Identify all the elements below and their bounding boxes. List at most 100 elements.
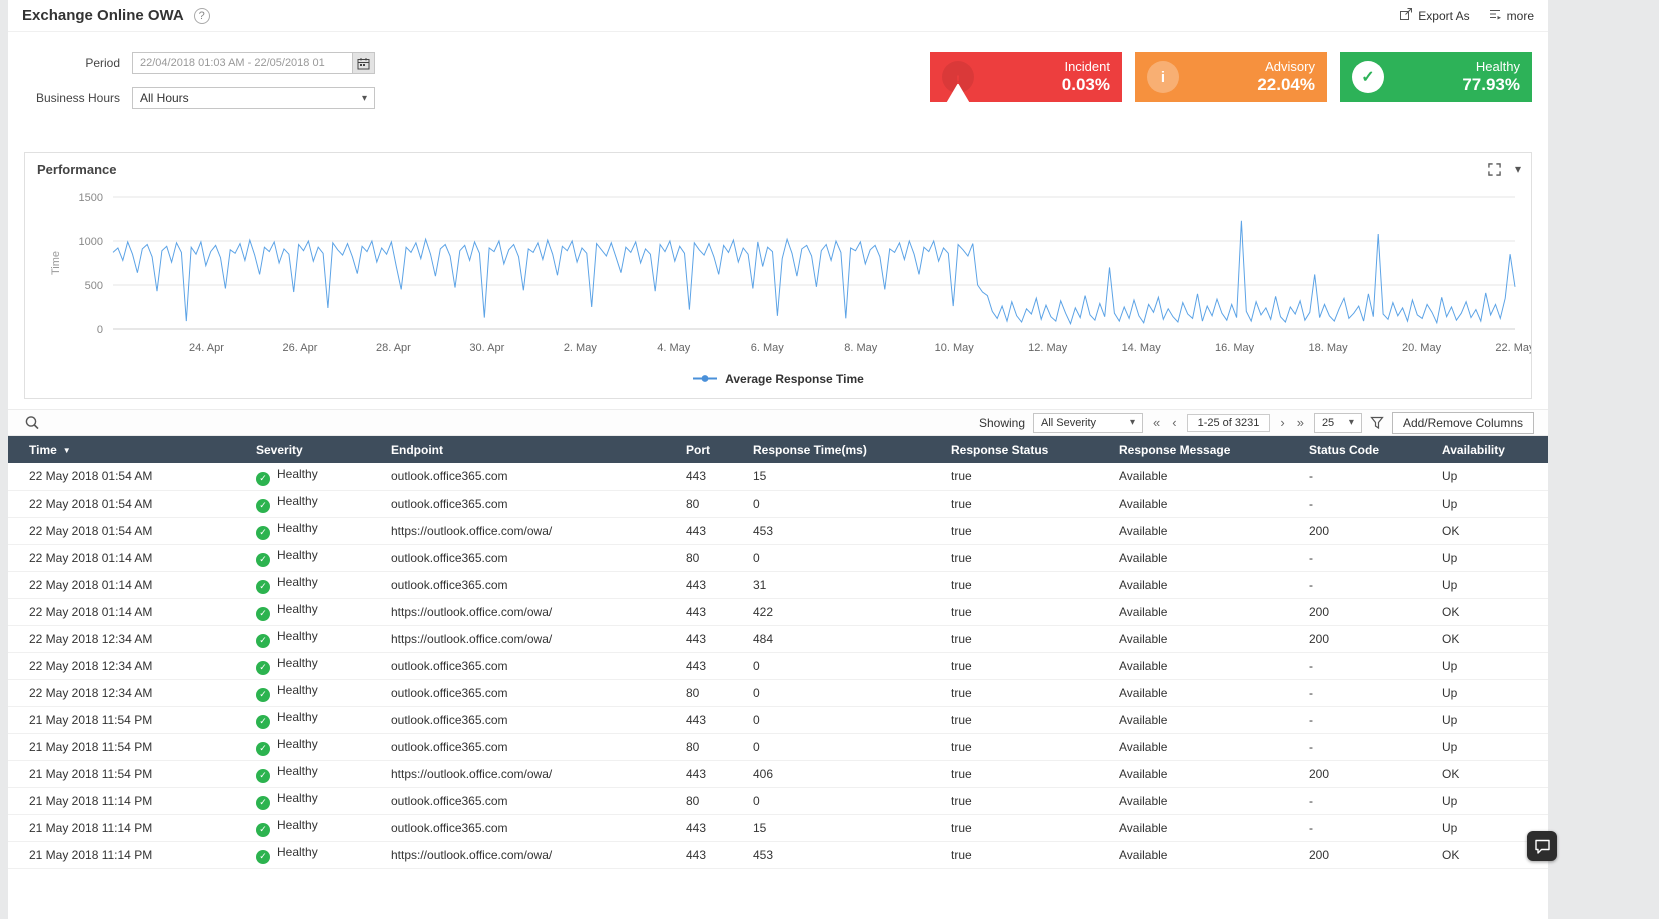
table-row: 21 May 2018 11:54 PM ✓ Healthy outlook.offi… bbox=[8, 706, 1548, 734]
endpoint-cell: https://outlook.office.com/owa/ bbox=[383, 517, 678, 545]
more-icon bbox=[1488, 7, 1502, 24]
response-message-cell: Available bbox=[1111, 760, 1301, 788]
column-header-availability[interactable]: Availability bbox=[1434, 436, 1548, 463]
response-time-cell: 0 bbox=[745, 490, 943, 518]
add-remove-columns-button[interactable]: Add/Remove Columns bbox=[1391, 411, 1534, 434]
svg-text:18. May: 18. May bbox=[1308, 342, 1348, 354]
port-cell: 80 bbox=[678, 490, 745, 518]
svg-text:8. May: 8. May bbox=[844, 342, 878, 354]
chat-widget-button[interactable] bbox=[1527, 831, 1557, 861]
status-code-cell: 200 bbox=[1301, 625, 1434, 653]
endpoint-cell: outlook.office365.com bbox=[383, 544, 678, 572]
incident-card[interactable]: ! Incident 0.03% bbox=[930, 52, 1122, 105]
healthy-check-icon: ✓ bbox=[256, 579, 270, 594]
more-button[interactable]: more bbox=[1488, 7, 1534, 24]
response-message-cell: Available bbox=[1111, 598, 1301, 626]
advisory-card[interactable]: i Advisory 22.04% bbox=[1135, 52, 1327, 102]
healthy-card[interactable]: ✓ Healthy 77.93% bbox=[1340, 52, 1532, 102]
availability-cell: Up bbox=[1434, 787, 1548, 815]
column-header-port[interactable]: Port bbox=[678, 436, 745, 463]
column-header-status-code[interactable]: Status Code bbox=[1301, 436, 1434, 463]
panel-menu-caret-icon[interactable]: ▾ bbox=[1514, 162, 1521, 176]
endpoint-cell: outlook.office365.com bbox=[383, 679, 678, 707]
endpoint-cell: outlook.office365.com bbox=[383, 787, 678, 815]
expand-icon[interactable] bbox=[1488, 162, 1501, 176]
status-code-cell: 200 bbox=[1301, 598, 1434, 626]
endpoint-cell: outlook.office365.com bbox=[383, 490, 678, 518]
export-as-button[interactable]: Export As bbox=[1399, 7, 1470, 24]
panel-title: Performance bbox=[37, 161, 117, 177]
port-cell: 80 bbox=[678, 544, 745, 572]
response-status-cell: true bbox=[943, 760, 1111, 788]
response-status-cell: true bbox=[943, 571, 1111, 599]
availability-cell: Up bbox=[1434, 463, 1548, 491]
response-message-cell: Available bbox=[1111, 679, 1301, 707]
response-message-cell: Available bbox=[1111, 517, 1301, 545]
severity-filter-select[interactable]: All Severity ▾ bbox=[1033, 412, 1143, 433]
status-code-cell: - bbox=[1301, 814, 1434, 842]
incident-percentage: 0.03% bbox=[1061, 75, 1110, 94]
availability-cell: Up bbox=[1434, 544, 1548, 572]
port-cell: 443 bbox=[678, 517, 745, 545]
port-cell: 443 bbox=[678, 706, 745, 734]
column-header-response-status[interactable]: Response Status bbox=[943, 436, 1111, 463]
severity-cell: ✓ Healthy bbox=[248, 463, 383, 491]
page-info: 1-25 of 3231 bbox=[1186, 413, 1271, 432]
status-code-cell: 200 bbox=[1301, 517, 1434, 545]
calendar-icon[interactable] bbox=[352, 53, 374, 73]
column-header-endpoint[interactable]: Endpoint bbox=[383, 436, 678, 463]
endpoint-cell: outlook.office365.com bbox=[383, 706, 678, 734]
status-code-cell: - bbox=[1301, 706, 1434, 734]
last-page-button[interactable]: » bbox=[1296, 414, 1304, 430]
table-row: 21 May 2018 11:14 PM ✓ Healthy outlook.offi… bbox=[8, 787, 1548, 815]
period-label: Period bbox=[85, 56, 120, 70]
response-status-cell: true bbox=[943, 706, 1111, 734]
table-row: 22 May 2018 01:14 AM ✓ Healthy https://outl… bbox=[8, 598, 1548, 626]
time-cell: 22 May 2018 12:34 AM bbox=[8, 652, 248, 680]
status-code-cell: - bbox=[1301, 544, 1434, 572]
availability-cell: Up bbox=[1434, 706, 1548, 734]
healthy-percentage: 77.93% bbox=[1462, 75, 1520, 94]
column-header-time[interactable]: Time ▼ bbox=[8, 436, 248, 463]
table-toolbar: Showing All Severity ▾ « ‹ 1-25 of 3231 … bbox=[8, 409, 1548, 436]
port-cell: 443 bbox=[678, 625, 745, 653]
endpoint-cell: https://outlook.office.com/owa/ bbox=[383, 841, 678, 869]
prev-page-button[interactable]: ‹ bbox=[1172, 414, 1177, 430]
response-message-cell: Available bbox=[1111, 733, 1301, 761]
port-cell: 80 bbox=[678, 787, 745, 815]
healthy-check-icon: ✓ bbox=[256, 687, 270, 702]
severity-cell: ✓ Healthy bbox=[248, 625, 383, 653]
svg-text:0: 0 bbox=[97, 324, 103, 336]
search-icon[interactable] bbox=[24, 415, 40, 431]
port-cell: 443 bbox=[678, 463, 745, 491]
time-cell: 22 May 2018 01:14 AM bbox=[8, 598, 248, 626]
page-size-select[interactable]: 25 ▾ bbox=[1313, 412, 1362, 433]
period-input[interactable] bbox=[132, 52, 375, 74]
port-cell: 443 bbox=[678, 598, 745, 626]
first-page-button[interactable]: « bbox=[1153, 414, 1161, 430]
endpoint-cell: outlook.office365.com bbox=[383, 733, 678, 761]
availability-cell: OK bbox=[1434, 760, 1548, 788]
port-cell: 443 bbox=[678, 571, 745, 599]
business-hours-select[interactable]: All Hours ▾ bbox=[132, 87, 375, 109]
response-status-cell: true bbox=[943, 652, 1111, 680]
next-page-button[interactable]: › bbox=[1280, 414, 1285, 430]
column-header-response-message[interactable]: Response Message bbox=[1111, 436, 1301, 463]
severity-cell: ✓ Healthy bbox=[248, 652, 383, 680]
response-status-cell: true bbox=[943, 733, 1111, 761]
info-icon: i bbox=[1147, 61, 1179, 93]
filter-funnel-icon[interactable] bbox=[1370, 416, 1384, 430]
page-title: Exchange Online OWA bbox=[22, 7, 184, 24]
time-cell: 22 May 2018 01:54 AM bbox=[8, 490, 248, 518]
chart-legend[interactable]: Average Response Time bbox=[25, 364, 1531, 398]
help-icon[interactable]: ? bbox=[193, 7, 210, 24]
table-row: 22 May 2018 01:54 AM ✓ Healthy outlook.offi… bbox=[8, 490, 1548, 518]
column-header-response-time-ms-[interactable]: Response Time(ms) bbox=[745, 436, 943, 463]
port-cell: 443 bbox=[678, 814, 745, 842]
svg-text:22. May: 22. May bbox=[1495, 342, 1531, 354]
column-header-severity[interactable]: Severity bbox=[248, 436, 383, 463]
time-cell: 22 May 2018 01:14 AM bbox=[8, 571, 248, 599]
response-message-cell: Available bbox=[1111, 544, 1301, 572]
table-row: 21 May 2018 11:54 PM ✓ Healthy https://outl… bbox=[8, 760, 1548, 788]
time-cell: 21 May 2018 11:14 PM bbox=[8, 787, 248, 815]
